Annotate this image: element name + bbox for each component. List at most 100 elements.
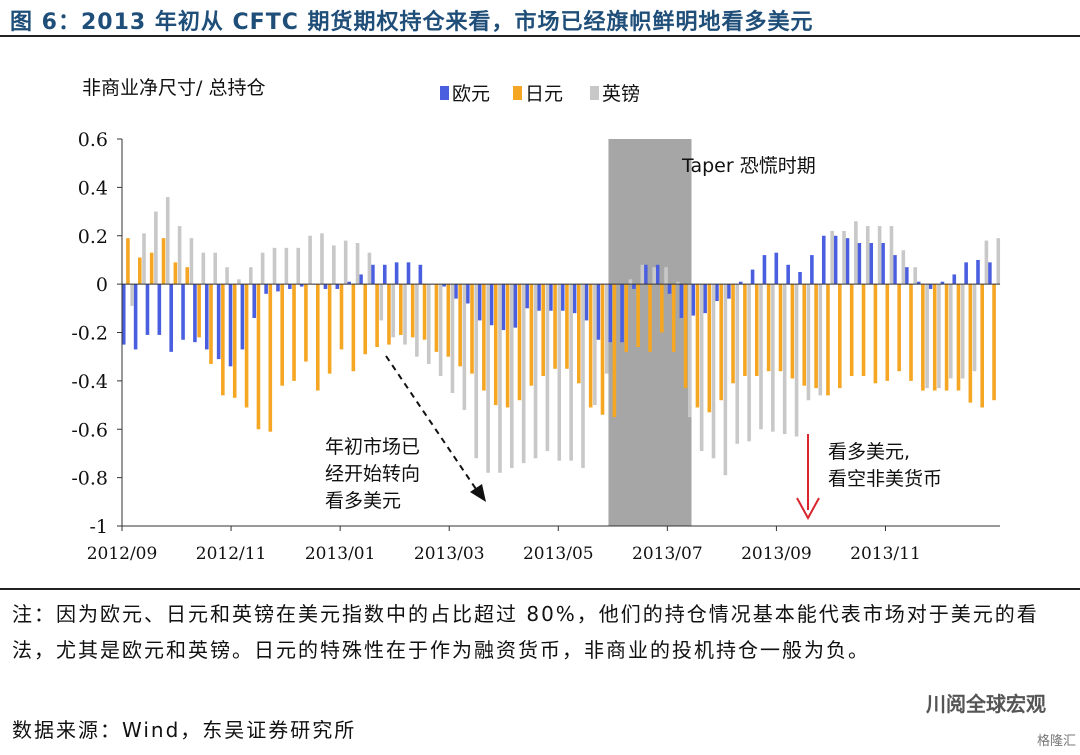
bar-英镑-58 [818, 284, 823, 396]
bar-日元-36 [553, 284, 557, 369]
x-tick-label-2013/09: 2013/09 [741, 544, 812, 564]
x-tick-label-2013/03: 2013/03 [414, 544, 485, 564]
bar-日元-52 [743, 284, 747, 377]
bar-日元-60 [838, 284, 842, 389]
bar-日元-17 [327, 284, 332, 374]
bar-英镑-66 [913, 267, 918, 285]
bar-英镑-33 [521, 284, 526, 464]
bar-日元-34 [529, 284, 534, 386]
bar-日元-6 [197, 284, 201, 338]
bar-欧元-9 [228, 284, 233, 367]
bar-欧元-15 [299, 284, 304, 287]
bar-欧元-43 [632, 284, 636, 289]
annotation-1-line-2: 看多美元 [325, 490, 401, 512]
bar-日元-29 [470, 284, 474, 374]
bar-欧元-6 [193, 284, 197, 343]
bar-日元-4 [173, 262, 178, 285]
bar-日元-68 [932, 284, 937, 391]
bar-日元-5 [185, 267, 190, 285]
bar-欧元-17 [323, 284, 328, 289]
bar-英镑-54 [771, 284, 775, 432]
legend-swatch-英镑 [590, 86, 599, 100]
bar-英镑-26 [438, 284, 443, 377]
bar-英镑-14 [296, 247, 301, 285]
bar-日元-53 [754, 284, 759, 377]
bar-日元-54 [766, 284, 771, 372]
bar-日元-24 [410, 284, 415, 338]
bar-英镑-13 [284, 247, 289, 285]
bar-英镑-0 [130, 284, 134, 306]
bar-英镑-45 [664, 267, 668, 285]
bar-英镑-67 [925, 284, 929, 389]
bar-欧元-47 [679, 284, 684, 318]
bar-英镑-25 [426, 284, 431, 364]
bar-日元-40 [600, 284, 605, 415]
bar-欧元-62 [857, 243, 862, 285]
bar-欧元-59 [821, 235, 826, 285]
bar-日元-70 [956, 284, 961, 391]
y-tick-label--0.4: -0.4 [71, 371, 108, 393]
bar-欧元-0 [121, 284, 126, 345]
bar-欧元-69 [940, 281, 945, 285]
bar-英镑-21 [379, 284, 384, 321]
bar-日元-37 [565, 284, 569, 369]
bar-欧元-19 [347, 281, 351, 285]
red-arrow-head [796, 497, 820, 521]
legend-label-欧元: 欧元 [452, 83, 490, 105]
y-tick-label--1: -1 [89, 516, 108, 538]
dashed-arrow-line [385, 355, 479, 493]
bar-欧元-57 [798, 272, 802, 285]
bar-欧元-28 [454, 284, 458, 299]
bar-日元-62 [861, 284, 866, 377]
bar-英镑-37 [569, 284, 573, 461]
bar-欧元-27 [442, 284, 446, 287]
bar-欧元-10 [240, 284, 245, 350]
bar-欧元-42 [620, 284, 624, 343]
bar-日元-67 [921, 284, 925, 391]
bar-英镑-6 [201, 252, 206, 285]
bar-欧元-52 [738, 281, 743, 285]
bar-英镑-51 [735, 284, 740, 444]
bar-日元-27 [446, 284, 451, 357]
bar-英镑-8 [225, 267, 229, 285]
bar-日元-66 [909, 284, 913, 381]
bar-日元-51 [731, 284, 735, 384]
bar-日元-32 [505, 284, 510, 408]
bar-英镑-9 [237, 279, 241, 285]
bar-英镑-28 [462, 284, 467, 410]
bar-英镑-57 [806, 284, 811, 401]
bar-日元-11 [256, 284, 261, 430]
bar-日元-28 [458, 284, 462, 367]
figure-title: 图 6：2013 年初从 CFTC 期货期权持仓来看，市场已经旗帜鲜明地看多美元 [10, 10, 814, 35]
bar-日元-71 [968, 284, 973, 403]
bar-欧元-37 [560, 284, 565, 311]
y-tick-label-0.4: 0.4 [78, 177, 108, 199]
bar-欧元-4 [169, 284, 173, 352]
bar-英镑-20 [367, 252, 372, 285]
bar-欧元-68 [928, 284, 933, 289]
bar-欧元-48 [691, 284, 696, 316]
bar-欧元-65 [893, 255, 897, 285]
bar-日元-72 [980, 284, 985, 408]
bar-欧元-31 [489, 284, 494, 326]
bar-日元-42 [624, 284, 629, 352]
bar-英镑-68 [937, 284, 941, 389]
bar-欧元-1 [133, 284, 138, 350]
bar-日元-19 [351, 284, 356, 372]
x-tick-label-2012/11: 2012/11 [196, 544, 267, 564]
footer-rule [0, 588, 1080, 590]
bar-欧元-38 [572, 284, 577, 314]
bar-日元-57 [802, 284, 807, 386]
bar-日元-33 [517, 284, 522, 401]
bar-欧元-50 [715, 284, 719, 302]
bar-日元-47 [683, 284, 688, 389]
bar-欧元-55 [774, 252, 779, 285]
bar-欧元-64 [881, 243, 885, 285]
bar-日元-73 [992, 284, 996, 401]
bar-欧元-22 [382, 264, 387, 285]
bar-欧元-66 [905, 267, 909, 285]
x-tick-label-2013/05: 2013/05 [523, 544, 594, 564]
bar-英镑-22 [391, 284, 395, 338]
bar-日元-58 [814, 284, 818, 389]
y-tick-label-0.2: 0.2 [78, 226, 108, 248]
